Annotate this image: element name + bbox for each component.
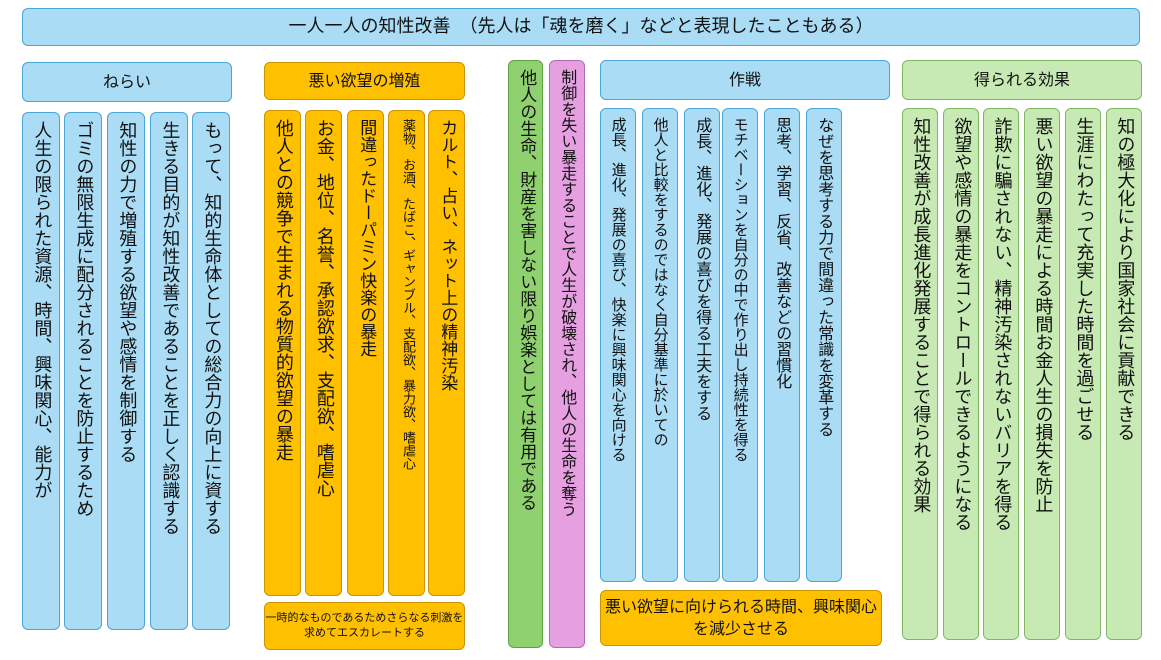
aim-item: 生きる目的が知性改善であることを正しく認識する bbox=[150, 112, 188, 630]
effect-item: 欲望や感情の暴走をコントロールできるようになる bbox=[943, 108, 979, 640]
effect-item: 詐欺に騙されない、精神汚染されないバリアを得る bbox=[983, 108, 1019, 640]
box-text: カルト、占い、ネット上の精神汚染 bbox=[437, 119, 458, 391]
runaway-box: 制御を失い暴走することで人生が破壊され、他人の生命を奪う bbox=[549, 60, 585, 648]
box-text: 生きる目的が知性改善であることを正しく認識する bbox=[159, 121, 181, 535]
desire-item: お金、地位、名誉、承認欲求、支配欲、嗜虐心 bbox=[305, 110, 342, 596]
strategy-item: 他人と比較をするのではなく自分基準に於いての bbox=[642, 108, 678, 582]
effect-item: 知性改善が成長進化発展することで得られる効果 bbox=[902, 108, 938, 640]
strategy-item: 思考、学習、反省、改善などの習慣化 bbox=[764, 108, 800, 582]
aim-item: 人生の限られた資源、時間、興味関心、能力が bbox=[22, 112, 60, 630]
aim-item: 知性の力で増殖する欲望や感情を制御する bbox=[107, 112, 145, 630]
box-text: 詐欺に騙されない、精神汚染されないバリアを得る bbox=[991, 117, 1013, 531]
box-text: 間違ったドーパミン快楽の暴走 bbox=[356, 119, 377, 357]
section-header: ねらい bbox=[22, 62, 232, 102]
title-box: 一人一人の知性改善 （先人は「魂を磨く」などと表現したこともある） bbox=[22, 8, 1140, 46]
box-text: 悪い欲望に向けられる時間、興味関心を減少させる bbox=[604, 597, 877, 638]
desire-item: 薬物、お酒、たばこ、ギャンブル、支配欲、暴力欲、嗜虐心 bbox=[388, 110, 425, 596]
entertainment-box: 他人の生命、財産を害しない限り娯楽としては有用である bbox=[508, 60, 543, 648]
effect-item: 知の極大化により国家社会に貢献できる bbox=[1106, 108, 1142, 640]
box-text: ねらい bbox=[102, 72, 151, 92]
box-text: 得られる効果 bbox=[973, 70, 1070, 90]
box-text: お金、地位、名誉、承認欲求、支配欲、嗜虐心 bbox=[313, 119, 335, 497]
box-text: 生涯にわたって充実した時間を過ごせる bbox=[1073, 117, 1095, 441]
section-header: 作戦 bbox=[600, 60, 890, 100]
effect-item: 悪い欲望の暴走による時間お金人生の損失を防止 bbox=[1024, 108, 1060, 640]
box-text: 知性の力で増殖する欲望や感情を制御する bbox=[116, 121, 138, 463]
box-text: 成長、進化、発展の喜び、快楽に興味関心を向ける bbox=[609, 117, 628, 462]
box-text: もって、知的生命体としての総合力の向上に資する bbox=[201, 121, 223, 535]
box-text: 制御を失い暴走することで人生が破壊され、他人の生命を奪う bbox=[558, 69, 578, 517]
strategy-item: モチベーションを自分の中で作り出し持続性を得る bbox=[722, 108, 758, 582]
box-text: 悪い欲望の暴走による時間お金人生の損失を防止 bbox=[1032, 117, 1054, 513]
box-text: 知の極大化により国家社会に貢献できる bbox=[1114, 117, 1136, 441]
box-text: 他人の生命、財産を害しない限り娯楽としては有用である bbox=[516, 69, 537, 511]
box-text: 人生の限られた資源、時間、興味関心、能力が bbox=[31, 121, 53, 499]
box-text: 作戦 bbox=[728, 70, 761, 90]
aim-item: もって、知的生命体としての総合力の向上に資する bbox=[192, 112, 230, 630]
desire-item: カルト、占い、ネット上の精神汚染 bbox=[428, 110, 465, 596]
strategy-note: 悪い欲望に向けられる時間、興味関心を減少させる bbox=[600, 590, 882, 646]
box-text: 他人との競争で生まれる物質的欲望の暴走 bbox=[272, 119, 294, 461]
box-text: 成長、進化、発展の喜びを得る工夫をする bbox=[693, 117, 713, 421]
effect-item: 生涯にわたって充実した時間を過ごせる bbox=[1065, 108, 1101, 640]
section-header: 悪い欲望の増殖 bbox=[264, 62, 465, 100]
box-text: 一人一人の知性改善 （先人は「魂を磨く」などと表現したこともある） bbox=[288, 15, 874, 37]
box-text: ゴミの無限生成に配分されることを防止するため bbox=[73, 121, 95, 517]
box-text: 思考、学習、反省、改善などの習慣化 bbox=[773, 117, 793, 389]
aim-item: ゴミの無限生成に配分されることを防止するため bbox=[64, 112, 102, 630]
box-text: 他人と比較をするのではなく自分基準に於いての bbox=[651, 117, 670, 447]
box-text: 知性改善が成長進化発展することで得られる効果 bbox=[910, 117, 932, 513]
desire-item: 間違ったドーパミン快楽の暴走 bbox=[347, 110, 384, 596]
box-text: なぜを思考する力で間違った常識を変革する bbox=[815, 117, 835, 437]
box-text: 悪い欲望の増殖 bbox=[308, 71, 421, 91]
box-text: 欲望や感情の暴走をコントロールできるようになる bbox=[951, 117, 973, 531]
box-text: 一時的なものであるためさらなる刺激を求めてエスカレートする bbox=[265, 611, 464, 639]
desire-note: 一時的なものであるためさらなる刺激を求めてエスカレートする bbox=[264, 602, 465, 650]
strategy-item: なぜを思考する力で間違った常識を変革する bbox=[806, 108, 842, 582]
strategy-item: 成長、進化、発展の喜びを得る工夫をする bbox=[684, 108, 720, 582]
section-header: 得られる効果 bbox=[902, 60, 1142, 100]
box-text: モチベーションを自分の中で作り出し持続性を得る bbox=[731, 117, 750, 462]
desire-item: 他人との競争で生まれる物質的欲望の暴走 bbox=[264, 110, 301, 596]
strategy-item: 成長、進化、発展の喜び、快楽に興味関心を向ける bbox=[600, 108, 636, 582]
box-text: 薬物、お酒、たばこ、ギャンブル、支配欲、暴力欲、嗜虐心 bbox=[399, 119, 415, 470]
